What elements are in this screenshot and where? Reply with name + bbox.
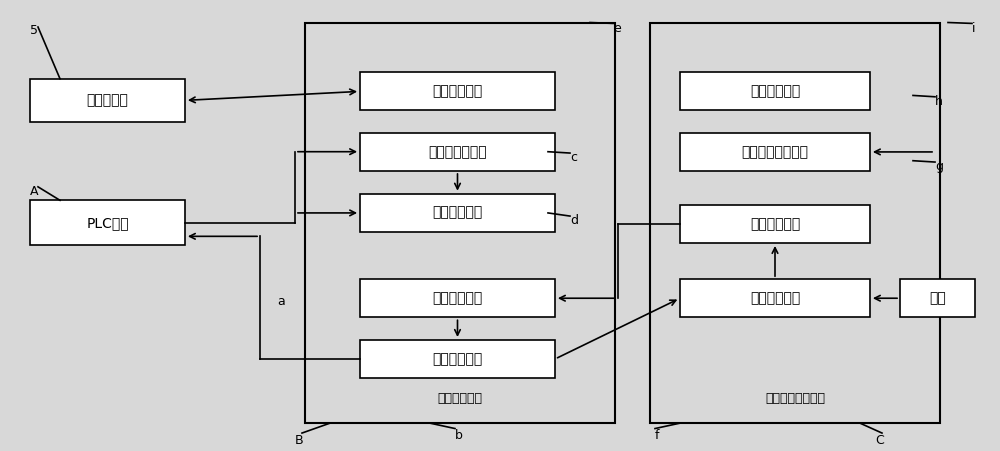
Text: g: g [935,160,943,173]
Text: 工控机端应用程序: 工控机端应用程序 [765,392,825,405]
Text: i: i [972,22,976,35]
Text: 数据采集模块: 数据采集模块 [432,206,483,220]
Text: a: a [277,295,285,308]
Bar [650,23,940,423]
Text: 在制品监控模块: 在制品监控模块 [428,145,487,159]
Text: PLC模块: PLC模块 [86,216,129,230]
Text: 信息接收模块: 信息接收模块 [750,291,800,305]
Text: 信息接收模块: 信息接收模块 [432,291,483,305]
Text: C: C [875,434,884,447]
Bar [360,279,555,318]
Text: b: b [455,428,463,442]
Text: 产品登记模块: 产品登记模块 [750,84,800,98]
Text: 信息发送模块: 信息发送模块 [750,217,800,231]
Text: 信息发送模块: 信息发送模块 [432,352,483,366]
Bar [900,279,975,318]
Text: e: e [613,22,621,35]
Bar [680,279,870,318]
Text: h: h [935,95,943,107]
Bar [360,193,555,232]
Text: B: B [295,434,304,447]
Text: 产品追溯模块: 产品追溯模块 [432,84,483,98]
Text: d: d [570,214,578,227]
Text: A: A [30,184,38,198]
Bar [30,200,185,245]
Text: c: c [570,151,577,164]
Bar [360,340,555,378]
Text: 输入: 输入 [929,291,946,305]
Text: f: f [655,428,660,442]
Text: 数据库系统: 数据库系统 [87,93,128,107]
Text: 生产信息查询模块: 生产信息查询模块 [742,145,808,159]
Bar [680,205,870,243]
Bar [680,133,870,171]
Bar [30,79,185,121]
Bar [680,72,870,110]
Text: 5: 5 [30,24,38,37]
Text: 追溯应用程序: 追溯应用程序 [437,392,482,405]
Bar [360,72,555,110]
Bar [360,133,555,171]
Bar [305,23,615,423]
